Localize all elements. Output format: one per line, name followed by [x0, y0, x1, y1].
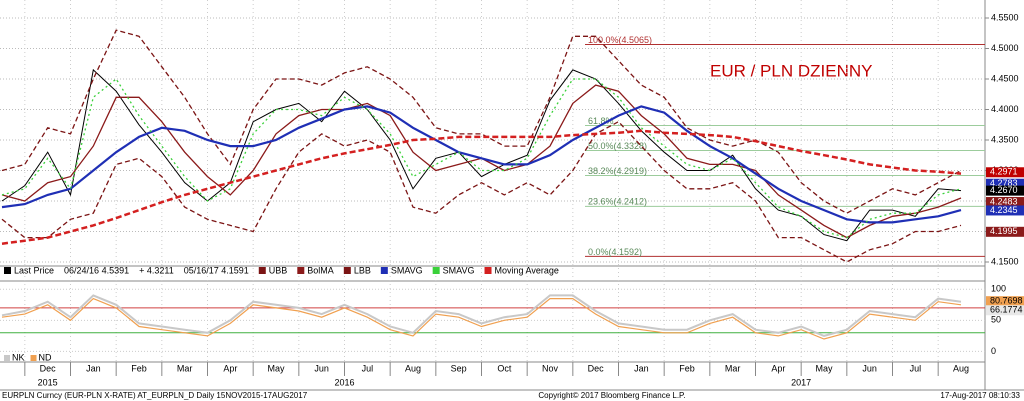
x-tick-label: Apr — [771, 363, 785, 373]
legend-label: SMAVG — [391, 265, 423, 275]
legend-swatch — [297, 267, 305, 274]
series-line — [1, 120, 962, 263]
last-value-label: 80.7698 — [990, 296, 1023, 306]
x-tick-label: Mar — [177, 363, 193, 373]
x-tick-label: Oct — [497, 363, 512, 373]
x-tick-label: Jun — [314, 363, 329, 373]
fib-label: 0.0%(4.1592) — [588, 247, 642, 257]
y-tick-label: 4.5500 — [991, 12, 1019, 22]
x-tick-label: Jul — [910, 363, 922, 373]
x-tick-label: Mar — [725, 363, 741, 373]
legend-label: SMAVG — [443, 265, 475, 275]
fib-label: 61.8% — [588, 116, 614, 126]
x-tick-label: Dec — [588, 363, 605, 373]
x-tick-label: Aug — [405, 363, 421, 373]
last-value-label: 4.2783 — [990, 178, 1018, 188]
series-line — [1, 105, 962, 224]
x-tick-label: Dec — [40, 363, 57, 373]
last-value-label: 4.2670 — [990, 185, 1018, 195]
legend-swatch — [4, 267, 11, 274]
fib-label: 50.0%(4.3328) — [588, 141, 647, 151]
legend-label: LBB — [354, 265, 371, 275]
legend-swatch — [4, 355, 10, 361]
last-value-box — [986, 205, 1024, 216]
x-tick-label: Jun — [862, 363, 877, 373]
last-value-box — [986, 167, 1024, 178]
legend-swatch — [343, 267, 351, 274]
last-value-box — [986, 296, 1024, 307]
year-label: 2015 — [38, 377, 58, 387]
y-tick-label: 4.4500 — [991, 73, 1019, 83]
legend-swatch — [258, 267, 266, 274]
legend-label: + 4.3211 — [139, 265, 174, 275]
legend-swatch — [30, 355, 37, 361]
legend-label: 06/24/16 4.5391 — [64, 265, 129, 275]
x-tick-label: May — [267, 363, 285, 373]
series-line — [1, 29, 962, 214]
x-tick-label: Sep — [451, 363, 467, 373]
series-line — [1, 68, 962, 242]
legend-label: UBB — [269, 265, 288, 275]
fib-label: 100.0%(4.5065) — [588, 35, 652, 45]
y-tick-label: 4.1500 — [991, 256, 1019, 266]
last-value-label: 4.2483 — [990, 196, 1018, 206]
x-tick-label: Apr — [223, 363, 237, 373]
legend-swatch — [484, 267, 492, 274]
last-value-box — [986, 305, 1024, 316]
x-tick-label: May — [815, 363, 833, 373]
lower-line — [1, 297, 962, 340]
fib-label: 23.6%(4.2412) — [588, 197, 647, 207]
lower-tick-label: 0 — [991, 346, 996, 356]
last-value-box — [986, 197, 1024, 208]
legend-swatch — [380, 267, 388, 274]
x-tick-label: Feb — [679, 363, 695, 373]
footer-center: Copyright© 2017 Bloomberg Finance L.P. — [538, 391, 685, 400]
year-label: 2016 — [334, 377, 354, 387]
y-tick-label: 4.3500 — [991, 134, 1019, 144]
legend-label: ND — [39, 352, 52, 362]
legend-label: Moving Average — [495, 265, 559, 275]
x-tick-label: Nov — [542, 363, 559, 373]
legend-label: BolMA — [307, 265, 334, 275]
lower-tick-label: 50 — [991, 315, 1001, 325]
legend-label: Last Price — [14, 265, 54, 275]
y-tick-label: 4.5000 — [991, 43, 1019, 53]
series-line — [1, 129, 962, 245]
legend-label: 05/16/17 4.1591 — [184, 265, 249, 275]
x-tick-label: Aug — [953, 363, 969, 373]
last-value-label: 66.1774 — [990, 305, 1023, 315]
lower-line — [1, 294, 962, 337]
last-value-label: 4.2345 — [990, 205, 1018, 215]
legend-swatch — [432, 267, 440, 274]
last-value-label: 4.1995 — [990, 226, 1018, 236]
last-value-box — [986, 185, 1024, 196]
last-value-box — [986, 226, 1024, 237]
footer-right: 17-Aug-2017 08:10:33 — [940, 391, 1020, 400]
fib-label: 38.2%(4.2919) — [588, 166, 647, 176]
footer-left: EURPLN Curncy (EUR-PLN X-RATE) AT_EURPLN… — [2, 391, 308, 400]
x-tick-label: Jan — [634, 363, 649, 373]
legend-label: NK — [12, 352, 25, 362]
x-tick-label: Feb — [131, 363, 147, 373]
y-tick-label: 4.4000 — [991, 104, 1019, 114]
last-value-label: 4.2971 — [990, 167, 1018, 177]
x-tick-label: Jan — [86, 363, 101, 373]
year-label: 2017 — [791, 377, 811, 387]
last-value-box — [986, 178, 1024, 189]
annotation: EUR / PLN DZIENNY — [710, 61, 872, 80]
lower-tick-label: 100 — [991, 284, 1006, 294]
x-tick-label: Jul — [362, 363, 374, 373]
